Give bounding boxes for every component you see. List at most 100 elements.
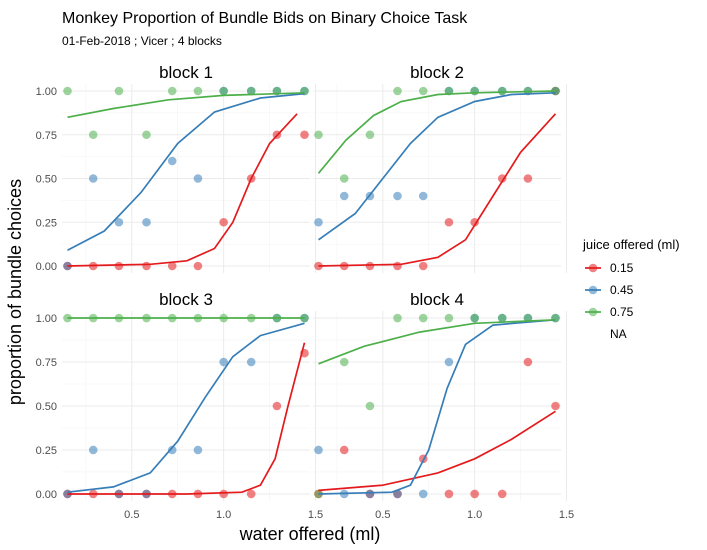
legend-title: juice offered (ml) [582,237,680,252]
y-tick-label: 0.00 [36,261,57,273]
panel-label: block 1 [159,63,213,82]
point-juice-0.15 [551,401,560,411]
panel-label: block 3 [159,290,213,309]
point-juice-0.75 [167,86,177,96]
point-juice-0.45 [418,489,428,499]
legend: juice offered (ml) 0.15 0.45 0.75 NA [582,237,680,341]
point-juice-0.75 [193,86,203,96]
panels: block 1 block 2 block 3 block 4 [62,63,568,501]
point-juice-0.45 [219,357,228,367]
point-juice-0.75 [393,313,402,323]
fit-curve-juice-0.45 [67,92,305,252]
fit-curve-juice-0.75 [318,318,556,365]
point-juice-0.45 [314,217,323,227]
fit-curve-juice-0.45 [318,318,556,495]
point-juice-0.15 [418,261,428,271]
point-juice-0.75 [365,130,375,140]
y-tick-label: 0.75 [36,130,57,142]
point-juice-0.75 [470,313,479,323]
fit-curve-juice-0.45 [318,91,556,241]
point-juice-0.75 [497,313,507,323]
point-juice-0.75 [63,86,72,96]
point-juice-0.15 [497,489,507,499]
fit-curve-juice-0.75 [67,91,305,119]
point-juice-0.45 [365,489,375,499]
y-tick-label: 0.75 [36,357,57,369]
point-juice-0.75 [246,86,256,96]
point-juice-0.75 [142,130,151,140]
y-tick-label: 0.25 [36,217,57,229]
point-juice-0.75 [497,86,507,96]
legend-label: 0.45 [610,283,634,297]
point-juice-0.45 [339,191,349,201]
point-juice-0.15 [167,261,177,271]
legend-key-point [588,285,598,295]
y-tick-label: 0.50 [36,401,57,413]
y-axis-ticks: 0.00 0.25 0.50 0.75 1.00 0.00 0.25 0.50 0.75 1.00 [36,86,57,501]
fit-curve-juice-0.15 [67,342,306,495]
legend-key-point [588,307,598,317]
point-juice-0.75 [470,86,479,96]
point-juice-0.75 [418,86,428,96]
y-axis-title: proportion of bundle choices [5,179,25,405]
chart-subtitle: 01-Feb-2018 ; Vicer ; 4 blocks [62,34,222,48]
point-juice-0.15 [246,489,256,499]
point-juice-0.15 [365,261,375,271]
y-tick-label: 0.25 [36,445,57,457]
x-axis-ticks: 0.5 1.0 1.5 0.5 1.0 1.5 [124,509,574,521]
point-juice-0.75 [114,86,124,96]
point-juice-0.45 [193,174,203,183]
panel-4: block 4 [313,290,568,501]
panel-label: block 4 [410,290,464,309]
legend-label: NA [610,327,627,341]
point-juice-0.45 [193,445,203,455]
legend-label: 0.75 [610,305,634,319]
point-juice-0.45 [314,445,323,455]
x-axis-title: water offered (ml) [239,524,381,544]
fit-curve-juice-0.45 [67,322,305,494]
legend-label: 0.15 [610,261,634,275]
y-tick-label: 1.00 [36,313,57,325]
point-juice-0.45 [444,357,454,367]
point-juice-0.45 [246,357,256,367]
x-tick-label: 0.5 [124,509,139,521]
point-juice-0.15 [497,174,507,183]
point-juice-0.15 [114,261,124,271]
panel-1: block 1 [62,63,317,273]
x-tick-label: 1.0 [216,509,231,521]
point-juice-0.75 [314,130,323,140]
point-juice-0.45 [393,191,402,201]
x-tick-label: 1.0 [467,509,482,521]
y-tick-label: 1.00 [36,86,57,98]
point-juice-0.45 [88,445,98,455]
point-juice-0.15 [523,357,533,367]
x-tick-label: 0.5 [375,509,390,521]
point-juice-0.45 [418,191,428,201]
x-tick-label: 1.5 [559,509,574,521]
chart-title: Monkey Proportion of Bundle Bids on Bina… [62,10,468,27]
point-juice-0.45 [142,217,151,227]
point-juice-0.75 [418,313,428,323]
point-juice-0.75 [339,174,349,183]
legend-key-point [588,263,598,273]
point-juice-0.45 [167,156,177,166]
point-juice-0.75 [393,86,402,96]
point-juice-0.75 [444,313,454,323]
point-juice-0.15 [523,174,533,183]
point-juice-0.15 [272,401,282,411]
point-juice-0.15 [470,217,479,227]
point-juice-0.15 [444,489,454,499]
point-juice-0.75 [365,401,375,411]
point-juice-0.75 [219,86,228,96]
point-juice-0.75 [88,130,98,140]
panel-label: block 2 [410,63,464,82]
point-juice-0.15 [193,261,203,271]
fit-curve-juice-0.15 [318,410,556,492]
point-juice-0.45 [167,445,177,455]
fit-curve-juice-0.75 [317,90,556,174]
point-juice-0.45 [114,217,124,227]
x-tick-label: 1.5 [308,509,323,521]
point-juice-0.15 [470,489,479,499]
point-juice-0.15 [219,489,228,499]
